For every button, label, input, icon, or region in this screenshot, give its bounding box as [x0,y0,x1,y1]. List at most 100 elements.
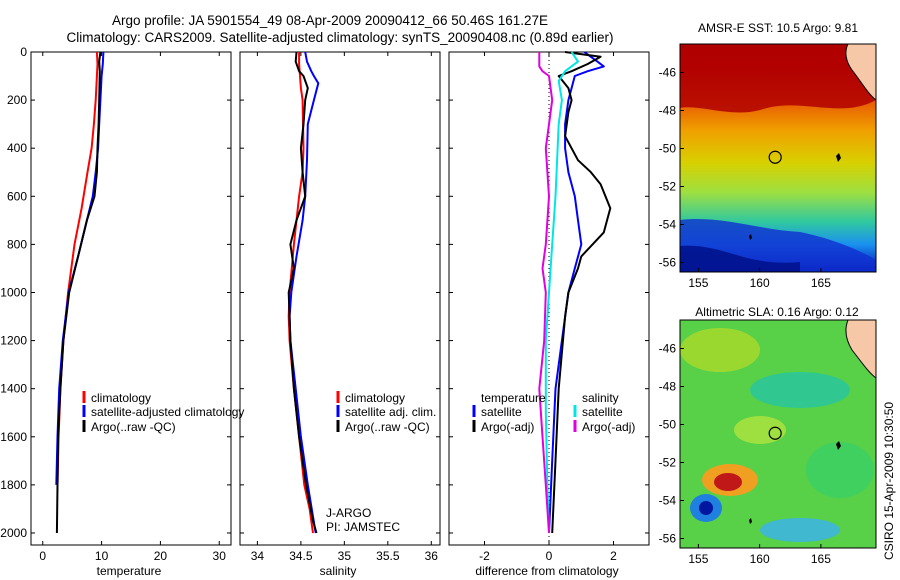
temperature-axis-label: temperature [97,564,162,578]
island [836,441,841,450]
legend-label-satellite: satellite-adjusted climatology [91,405,244,419]
series-line-salinity-argo-adj [538,52,554,534]
legend-label-temp-satellite: satellite [481,405,522,419]
longitude-tick-label: 165 [811,552,831,566]
island [749,234,752,240]
depth-tick-label: 600 [7,189,27,203]
difference-series [538,51,612,534]
depth-tick-label: 1600 [0,430,27,444]
latitude-tick-label: -54 [659,494,677,508]
depth-tick-label: 1000 [0,285,27,299]
salinity-legend: climatology satellite adj. clim. Argo(..… [326,391,436,534]
depth-axis: 0 200 400 600 800 1000 1200 1400 1600 1800 2000 [0,45,649,540]
sla-anomaly [680,328,760,372]
legend-group-temperature: temperature [481,391,546,405]
sst-warm-patch [680,44,876,113]
latitude-tick-label: -50 [659,418,677,432]
legend-label-climatology: climatology [345,391,405,405]
depth-tick-label: 0 [20,45,27,59]
x-tick-label: 35 [338,549,352,563]
x-tick-label: -2 [479,549,490,563]
depth-tick-label: 1200 [0,334,27,348]
new-zealand-coast [845,44,876,101]
temperature-legend: climatology satellite-adjusted climatolo… [82,391,244,434]
temperature-plot-frame [30,51,232,546]
depth-tick-label: 2000 [0,526,27,540]
figure-title-line1: Argo profile: JA 5901554_49 08-Apr-2009 … [112,13,548,28]
legend-label-argo: Argo(..raw -QC) [345,420,430,434]
x-tick-label: 0 [546,549,553,563]
x-tick-label: 20 [154,549,168,563]
x-tick-label: 0 [39,549,46,563]
temperature-series [55,51,105,534]
latitude-tick-label: -48 [659,104,677,118]
sst-map-frame [679,43,877,273]
sst-map-axes: 155 160 165 -46 -48 -50 -52 -54 -56 [659,66,832,291]
sla-anomaly [806,442,874,498]
series-line-argo-raw-qc [55,51,102,534]
sst-map [680,44,876,272]
salinity-x-axis: 34 34.5 35 35.5 36 [251,52,439,563]
longitude-tick-label: 160 [750,552,770,566]
depth-tick-label: 1800 [0,478,27,492]
longitude-tick-label: 160 [750,276,770,290]
legend-label-satellite: satellite adj. clim. [345,405,436,419]
sla-anomaly [699,501,713,515]
series-line-climatology [287,52,314,534]
difference-axis-label: difference from climatology [475,564,618,578]
latitude-tick-label: -46 [659,66,677,80]
legend-label-argo: Argo(..raw -QC) [91,420,176,434]
series-line-salinity-satellite [544,51,579,534]
sla-map-axes: 155 160 165 -46 -48 -50 -52 -54 -56 [659,342,832,567]
longitude-tick-label: 155 [688,552,708,566]
latitude-tick-label: -56 [659,256,677,270]
sla-anomaly [734,416,786,444]
latitude-tick-label: -48 [659,380,677,394]
new-zealand-coast [845,320,876,379]
sla-anomaly [714,473,742,491]
series-line-temperature-satellite [548,51,605,534]
longitude-tick-label: 165 [811,276,831,290]
series-line-temperature-argo-adj [551,51,612,534]
temperature-x-axis: 0 10 20 30 [39,52,226,563]
salinity-axis-label: salinity [320,564,357,578]
sla-map-title: Altimetric SLA: 0.16 Argo: 0.12 [695,305,859,319]
depth-tick-label: 400 [7,141,27,155]
data-centre-annotation: J-ARGO [326,506,371,520]
salinity-plot-frame [239,51,441,546]
latitude-tick-label: -54 [659,218,677,232]
profile-location-marker [768,426,782,440]
pi-annotation: PI: JAMSTEC [326,520,400,534]
legend-label-sal-satellite: satellite [582,405,623,419]
depth-tick-label: 1400 [0,382,27,396]
legend-group-salinity: salinity [582,391,619,405]
sla-anomaly [750,372,850,408]
x-tick-label: 30 [213,549,227,563]
latitude-tick-label: -52 [659,180,677,194]
island [836,153,841,162]
latitude-tick-label: -56 [659,532,677,546]
latitude-tick-label: -50 [659,142,677,156]
creation-stamp: CSIRO 15-Apr-2009 10:30:50 [882,402,896,560]
latitude-tick-label: -52 [659,456,677,470]
sla-map-frame [679,319,877,549]
longitude-tick-label: 155 [688,276,708,290]
figure-title-line2: Climatology: CARS2009. Satellite-adjuste… [66,30,613,45]
x-tick-label: 10 [95,549,109,563]
x-tick-label: 2 [610,549,617,563]
salinity-series [287,51,320,534]
profile-location-marker [768,150,782,164]
series-line-argo-raw-qc [287,51,318,534]
sla-map [680,320,876,548]
difference-legend: temperature satellite Argo(-adj) salinit… [472,391,635,434]
sst-cold-core [680,245,800,272]
island [749,518,752,524]
depth-tick-label: 800 [7,237,27,251]
series-line-satellite-adj-clim [288,51,320,534]
sla-anomaly [760,518,840,542]
x-tick-label: 36 [425,549,439,563]
x-tick-label: 34.5 [289,549,313,563]
legend-label-temp-argo: Argo(-adj) [481,420,534,434]
latitude-tick-label: -46 [659,342,677,356]
